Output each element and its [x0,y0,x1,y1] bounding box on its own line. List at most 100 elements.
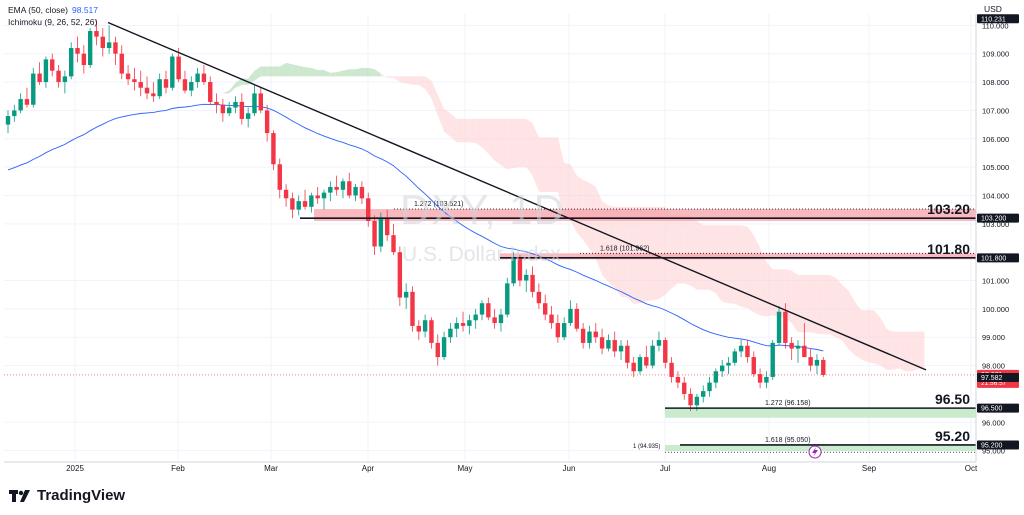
cloud-segment [469,118,476,144]
cloud-segment [267,66,274,77]
cloud-segment [677,215,685,284]
cloud-segment [918,331,925,370]
cloud-segment [178,113,185,119]
candle-body [302,201,308,207]
candle-body [176,56,181,80]
cloud-segment [867,310,874,364]
ichimoku-legend-label: Ichimoku (9, 26, 52, 26) [8,17,98,27]
price-label-text: 103.200 [981,216,1006,223]
cloud-segment [507,118,514,170]
time-tick-label: Apr [362,464,375,473]
candle-body [574,308,579,329]
price-tick-label: 104.000 [982,191,1009,200]
candle-body [296,201,301,210]
cloud-segment [816,274,824,335]
cloud-segment [753,235,761,316]
candle-body [12,110,17,117]
fib-zone [500,253,976,260]
fib-label: 1.618 (95.050) [765,437,811,444]
candle-body [612,340,617,352]
cloud-segment [279,62,287,77]
cloud-segment [665,206,672,295]
cloud-segment [456,118,464,143]
candle-body [201,73,207,83]
cloud-segment [292,64,299,77]
candle-body [170,56,175,88]
fib-zone [314,209,976,221]
ichimoku-legend[interactable]: Ichimoku (9, 26, 52, 26) [8,16,98,28]
candle-body [157,79,162,97]
cloud-segment [513,118,520,168]
candle-body [416,325,421,332]
candle-body [757,374,763,383]
candle-body [663,340,668,363]
ema-legend[interactable]: EMA (50, close) 98.517 [8,4,98,16]
cloud-segment [791,270,798,333]
candle-body [637,357,643,372]
level-big-label: 96.50 [935,391,970,407]
cloud-segment [545,137,552,192]
candle-body [245,113,251,119]
time-tick-label: 2025 [66,464,84,473]
candle-body [56,70,61,83]
candle-body [347,181,352,196]
lightning-icon[interactable] [808,445,822,459]
brand-name: TradingView [37,487,126,504]
candle-body [543,303,548,315]
cloud-segment [557,137,565,218]
candle-body [738,345,744,352]
candle-body [745,345,750,358]
candle-body [208,82,213,102]
cloud-segment [488,118,495,161]
candle-body [422,320,428,332]
cloud-segment [614,206,622,297]
cloud-segment [197,97,204,101]
candle-body [309,195,314,207]
candle-body [94,31,99,37]
candle-body [448,328,453,338]
candle-body [498,314,504,324]
cloud-segment [576,175,584,241]
tradingview-logo[interactable]: TradingView [9,487,125,504]
candle-body [441,337,447,358]
candle-body [62,76,68,83]
candle-body [505,283,510,315]
candle-body [650,345,655,366]
candle-body [290,198,295,210]
fib-label: 1.272 (103.521) [414,201,463,208]
candle-body [328,186,333,193]
cloud-segment [248,70,255,85]
cloud-segment [519,118,527,168]
candle-body [378,218,384,247]
candle-body [776,311,782,343]
candle-body [707,382,712,392]
cloud-segment [235,78,242,88]
level-big-label: 95.20 [935,428,970,444]
candle-body [366,198,371,221]
price-tick-label: 98.000 [982,362,1005,371]
candle-body [18,99,23,111]
candle-body [467,320,472,326]
candle-body [606,340,611,349]
time-axis: 2025 Feb Mar Apr May Jun Jul Aug Sep Oct [4,461,978,473]
tradingview-icon [9,489,30,502]
price-label-text: 97.582 [981,375,1003,382]
cloud-segment [551,137,558,192]
candle-body [694,396,700,406]
candle-body [568,308,573,324]
cloud-segment [532,123,539,192]
candle-body [783,311,788,343]
candle-body [277,164,282,190]
cloud-segment [437,94,445,132]
candle-body [271,133,276,165]
cloud-segment [387,76,394,78]
cloud-segment [482,118,489,154]
cloud-segment [835,277,843,341]
cloud-segment [779,269,786,319]
cloud-segment [608,205,615,288]
level-big-label: 103.20 [927,201,970,217]
cloud-segment [260,66,268,77]
price-tick-label: 109.000 [982,50,1009,59]
cloud-segment [741,225,748,309]
